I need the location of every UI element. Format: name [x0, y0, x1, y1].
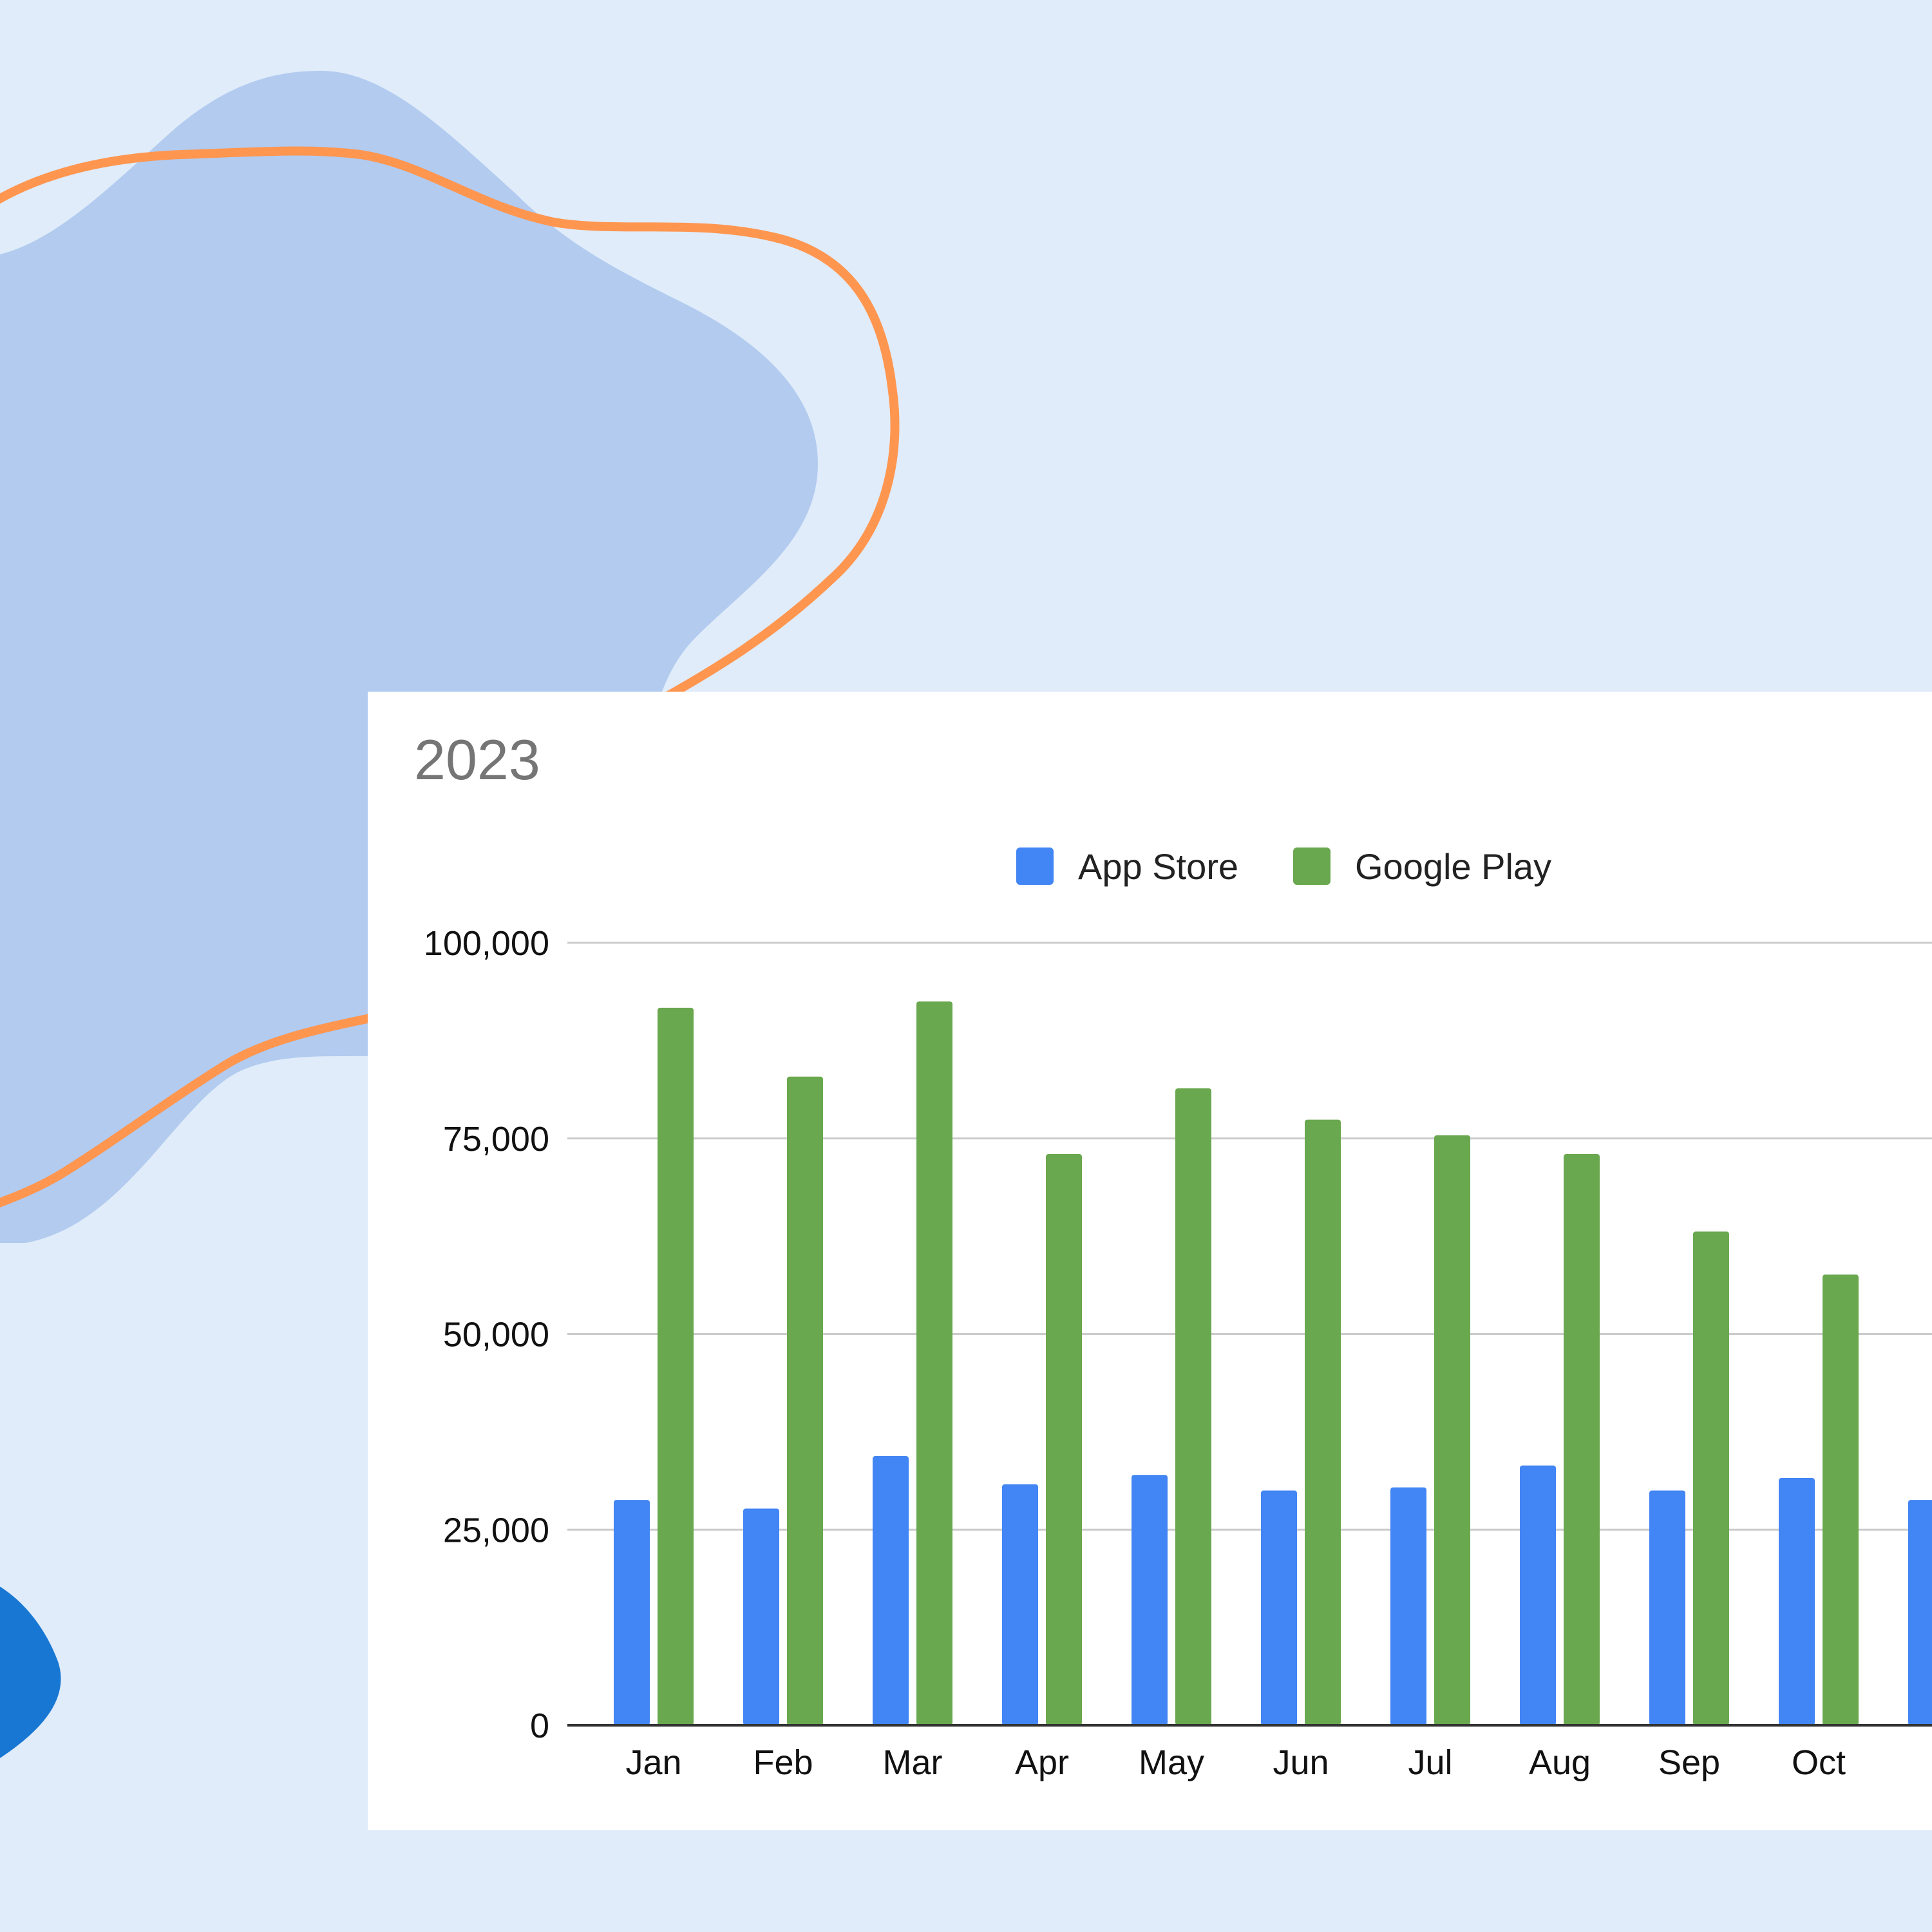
- bar-app-store: [743, 1508, 779, 1725]
- x-tick-label: Mar: [883, 1743, 943, 1782]
- blue-accent-blob: [0, 1586, 61, 1758]
- x-tick-label: Apr: [1015, 1743, 1069, 1782]
- bar-app-store: [614, 1500, 650, 1725]
- bar-google-play: [1693, 1231, 1729, 1725]
- legend-swatch-app-store: [1016, 848, 1054, 885]
- light-blue-blob: [0, 71, 818, 1243]
- bar-app-store: [1261, 1490, 1297, 1725]
- y-tick-label: 50,000: [443, 1316, 549, 1354]
- orange-squiggle-line: [0, 146, 900, 706]
- x-tick-label: Aug: [1529, 1743, 1591, 1782]
- bar-app-store: [1132, 1475, 1168, 1725]
- bar-app-store: [1779, 1478, 1815, 1725]
- bar-app-store: [1520, 1465, 1556, 1725]
- y-tick-label: 0: [530, 1707, 549, 1745]
- chart-title: 2023: [414, 728, 540, 791]
- bar-app-store: [1390, 1487, 1426, 1725]
- x-tick-label: Oct: [1792, 1743, 1846, 1782]
- x-axis-tick-labels: JanFebMarAprMayJunJulAugSepOctN: [625, 1743, 1846, 1782]
- bar-google-play: [1434, 1135, 1470, 1725]
- y-tick-label: 75,000: [443, 1120, 549, 1159]
- y-tick-label: 25,000: [443, 1511, 549, 1549]
- bar-google-play: [1564, 1154, 1600, 1725]
- bars: [614, 1001, 1932, 1725]
- x-tick-label: Jun: [1273, 1743, 1329, 1782]
- legend: App Store Google Play: [1016, 846, 1551, 887]
- legend-swatch-google-play: [1293, 848, 1331, 885]
- legend-label-google-play: Google Play: [1355, 846, 1551, 887]
- x-tick-label: Jan: [625, 1743, 681, 1782]
- bar-google-play: [658, 1007, 694, 1725]
- bar-app-store: [1002, 1484, 1038, 1725]
- bar-chart: 2023 App Store Google Play 0 25,000 50,000…: [414, 728, 1932, 1782]
- bar-google-play: [787, 1076, 823, 1725]
- x-tick-label: Jul: [1408, 1743, 1452, 1782]
- bar-google-play: [1823, 1274, 1859, 1725]
- bar-app-store: [1908, 1500, 1932, 1725]
- chart-card: 2023 App Store Google Play 0 25,000 50,000…: [368, 692, 1932, 1830]
- bar-google-play: [916, 1001, 952, 1725]
- x-tick-label: Sep: [1658, 1743, 1720, 1782]
- orange-squiggle-line-lower: [0, 1013, 378, 1208]
- bar-app-store: [873, 1456, 909, 1725]
- x-tick-label: Feb: [753, 1743, 813, 1782]
- legend-label-app-store: App Store: [1078, 846, 1238, 887]
- bar-google-play: [1046, 1154, 1082, 1725]
- y-tick-label: 100,000: [424, 924, 549, 963]
- bar-google-play: [1305, 1119, 1341, 1725]
- bar-google-play: [1175, 1088, 1211, 1725]
- bar-app-store: [1649, 1490, 1685, 1725]
- y-axis-tick-labels: 0 25,000 50,000 75,000 100,000: [424, 924, 549, 1745]
- x-tick-label: May: [1139, 1743, 1204, 1782]
